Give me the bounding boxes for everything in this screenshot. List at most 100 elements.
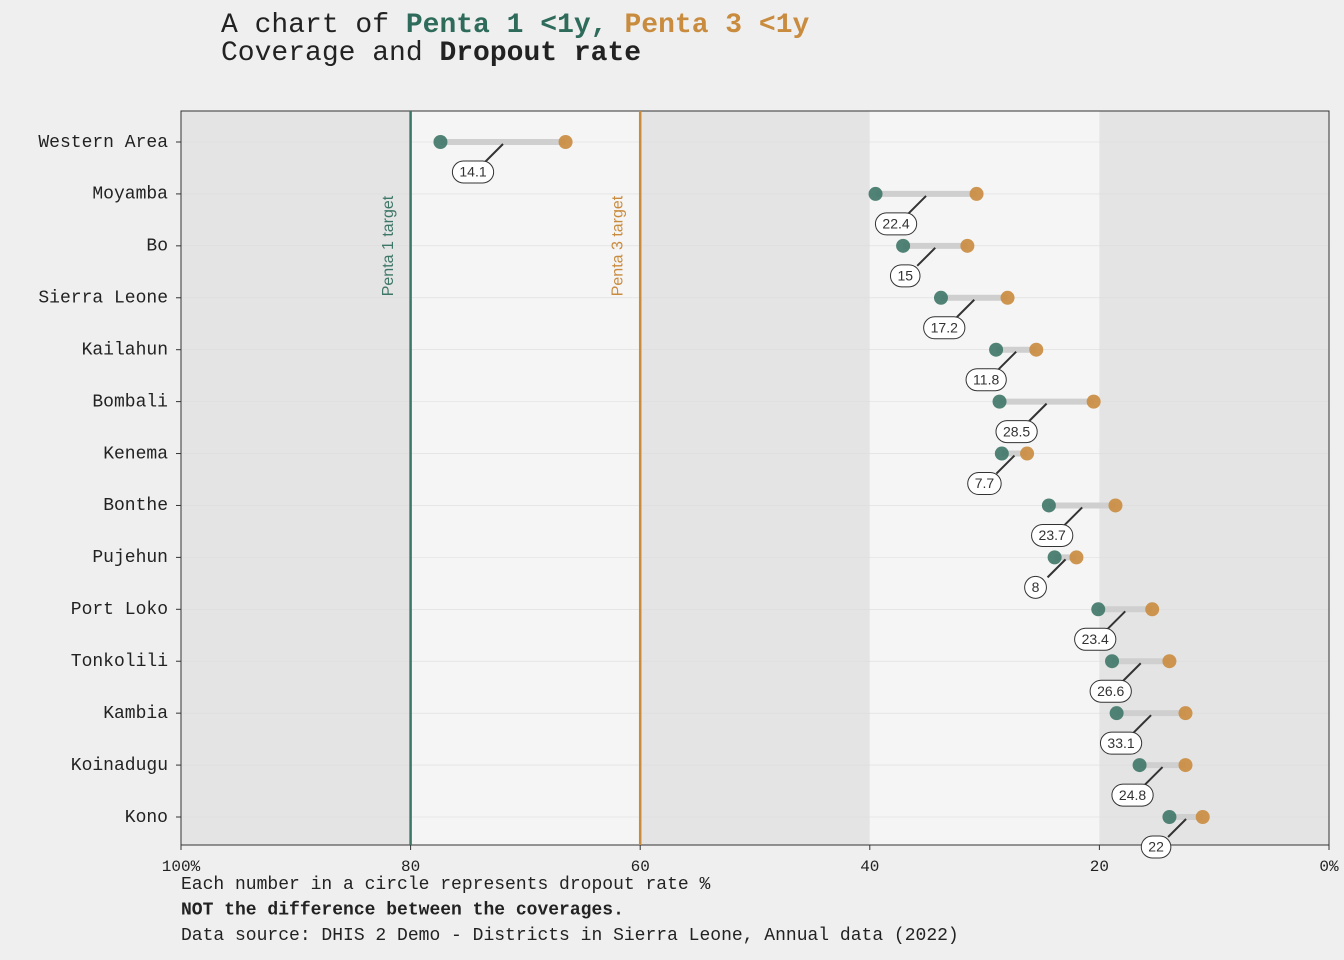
dot — [1105, 654, 1120, 669]
y-tick-label: Kono — [125, 808, 168, 828]
dropout-bubble — [1031, 523, 1074, 547]
x-tick-label: 60 — [631, 858, 650, 876]
dot — [1029, 342, 1044, 357]
dropout-bubble — [1111, 783, 1154, 807]
x-tick-label: 40 — [860, 858, 879, 876]
arrow — [907, 195, 927, 215]
y-tick-label: Western Area — [38, 133, 168, 153]
y-tick-label: Tonkolili — [71, 652, 168, 672]
x-tick-label: 80 — [401, 858, 420, 876]
dot — [1195, 810, 1210, 824]
dot — [1145, 602, 1160, 617]
arrow — [955, 299, 975, 319]
dropout-bubble — [995, 420, 1038, 444]
arrow — [1063, 506, 1083, 527]
arrow — [1027, 402, 1048, 423]
dropout-label: 11.8 — [973, 371, 999, 387]
arrow — [1106, 610, 1126, 631]
y-tick-label: Bo — [146, 237, 168, 257]
dot — [896, 238, 911, 253]
x-tick-label: 100% — [162, 858, 201, 876]
arrow — [916, 247, 936, 267]
dropout-label: 22 — [1148, 839, 1164, 855]
y-tick-label: Bonthe — [103, 496, 168, 516]
band — [1099, 111, 1329, 845]
dropout-bubble — [1089, 679, 1132, 703]
title-part: Penta 1 <1y, — [406, 10, 608, 41]
dropout-label: 23.4 — [1082, 631, 1109, 647]
dot — [1178, 758, 1193, 773]
dropout-bubble — [965, 368, 1007, 392]
target-label: Penta 1 target — [380, 195, 397, 296]
dropout-bubble — [1074, 627, 1117, 651]
dropout-bubble — [874, 212, 918, 236]
dropout-label: 23.7 — [1039, 527, 1066, 543]
dot — [1132, 758, 1147, 773]
dot — [1109, 706, 1124, 721]
caption: Data source: DHIS 2 Demo - Districts in … — [181, 926, 959, 946]
dropout-label: 15 — [897, 268, 913, 284]
band — [410, 111, 641, 845]
arrow — [1143, 766, 1164, 786]
caption: NOT the difference between the coverages… — [181, 900, 624, 920]
y-tick-label: Koinadugu — [71, 756, 168, 776]
dropout-bubble — [1099, 731, 1143, 755]
dropout-bubble — [889, 264, 921, 288]
arrow — [1132, 714, 1152, 734]
y-tick-label: Moyamba — [92, 185, 168, 205]
dropout-label: 24.8 — [1119, 787, 1146, 803]
arrow — [1046, 558, 1067, 579]
dropout-bubble — [1024, 575, 1047, 599]
dropout-bubble — [923, 316, 966, 340]
dot — [1091, 602, 1106, 617]
dot — [1162, 654, 1177, 669]
dot — [1000, 290, 1015, 305]
title-part: A chart of — [221, 10, 406, 41]
dot — [868, 186, 883, 201]
arrow — [997, 350, 1017, 371]
dot — [558, 135, 573, 149]
dropout-label: 28.5 — [1003, 423, 1030, 439]
dropout-label: 22.4 — [882, 216, 909, 232]
dot — [969, 186, 984, 201]
x-tick-label: 20 — [1090, 858, 1109, 876]
y-tick-label: Port Loko — [71, 600, 168, 620]
y-tick-label: Bombali — [92, 392, 168, 412]
y-tick-label: Kenema — [103, 444, 168, 464]
dot — [933, 290, 948, 305]
dot — [989, 342, 1004, 357]
dropout-label: 17.2 — [931, 319, 958, 335]
arrow — [484, 143, 504, 163]
x-tick-label: 0% — [1319, 858, 1339, 876]
y-tick-label: Kambia — [103, 704, 168, 724]
chart-title: A chart of Penta 1 <1y, Penta 3 <1y — [221, 10, 810, 41]
caption: Each number in a circle represents dropo… — [181, 875, 710, 895]
dot — [1108, 498, 1123, 513]
y-tick-label: Pujehun — [92, 548, 168, 568]
dropout-bubble — [451, 160, 495, 184]
dropout-label: 7.7 — [975, 475, 995, 491]
dot — [433, 135, 448, 149]
dropout-label: 26.6 — [1097, 683, 1124, 699]
dropout-bubble — [967, 472, 1002, 496]
dropout-label: 8 — [1032, 579, 1040, 595]
target-label: Penta 3 target — [609, 195, 626, 296]
dropout-label: 14.1 — [459, 164, 486, 180]
dropout-bubble — [1140, 835, 1172, 859]
dot — [994, 446, 1009, 461]
dot — [960, 238, 975, 253]
y-tick-label: Sierra Leone — [38, 289, 168, 309]
arrow — [1167, 818, 1187, 838]
dot — [1047, 550, 1062, 565]
dot — [1041, 498, 1056, 513]
title-part: Penta 3 <1y — [624, 10, 809, 41]
plot-frame — [180, 110, 1330, 846]
subtitle-part: Coverage and — [221, 38, 439, 69]
dropout-label: 33.1 — [1107, 735, 1134, 751]
subtitle-part: Dropout rate — [439, 38, 641, 69]
dot — [1086, 394, 1101, 409]
band — [640, 111, 870, 845]
dot — [1162, 810, 1177, 824]
y-tick-label: Kailahun — [82, 340, 168, 360]
